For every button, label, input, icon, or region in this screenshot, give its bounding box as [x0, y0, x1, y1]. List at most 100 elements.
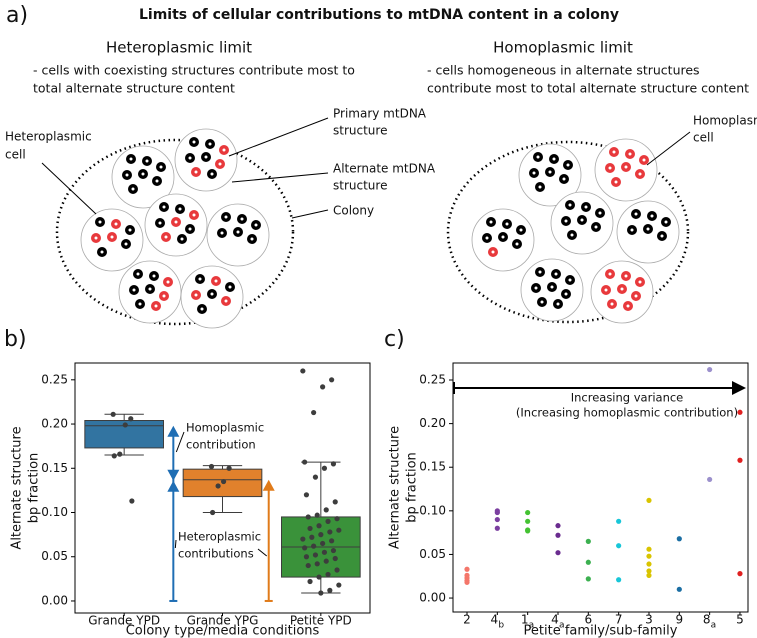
heading: Homoplasmic limit	[493, 39, 633, 57]
mtdna-center	[198, 277, 202, 281]
mtdna-center	[604, 288, 608, 292]
mtdna-center	[228, 285, 232, 289]
y-axis-label: bp fraction	[405, 452, 420, 523]
callout: cell	[5, 148, 26, 162]
data-point	[321, 549, 328, 555]
mtdna-center	[155, 179, 159, 183]
annotation: Increasing variance	[571, 391, 684, 405]
data-point	[329, 377, 335, 383]
y-tick-label: 0.20	[419, 416, 446, 430]
mtdna-center	[554, 272, 558, 276]
arrow-head	[167, 480, 180, 492]
mtdna-center	[194, 293, 198, 297]
callout: Homoplasmic	[693, 114, 757, 128]
mtdna-center	[570, 233, 574, 237]
mtdna-center	[164, 235, 168, 239]
data-point	[555, 523, 561, 529]
x-tick-subscript: a	[711, 621, 717, 631]
mtdna-center	[501, 235, 505, 239]
data-point	[525, 528, 531, 534]
description: contribute most to total alternate struc…	[427, 81, 749, 96]
data-point	[616, 518, 622, 524]
data-point	[303, 492, 310, 498]
leader-line	[291, 209, 329, 219]
data-point	[210, 509, 216, 516]
leader-line	[646, 131, 691, 166]
data-point	[332, 555, 338, 562]
data-point	[311, 409, 317, 416]
data-point	[215, 483, 221, 489]
mtdna-center	[634, 294, 638, 298]
leader-line	[174, 539, 177, 549]
mtdna-center	[626, 304, 630, 308]
data-point	[616, 577, 622, 583]
mtdna-center	[550, 285, 554, 289]
data-point	[737, 571, 743, 577]
annotation: Homoplasmic	[186, 421, 264, 435]
mtdna-center	[505, 222, 509, 226]
plots: 0.00 0.05 0.10 0.15 0.20 0.25 Alternate struct…	[10, 362, 749, 638]
data-point	[110, 411, 116, 417]
y-tick-label: 0.15	[41, 461, 68, 475]
mtdna-center	[204, 155, 208, 159]
x-tick-label: 8	[703, 613, 711, 627]
data-point	[320, 540, 326, 547]
mtdna-center	[624, 165, 628, 169]
mtdna-center	[538, 270, 542, 274]
data-point	[737, 457, 743, 463]
mtdna-center	[141, 172, 145, 176]
panel-label: c)	[384, 327, 405, 352]
mtdna-center	[536, 155, 540, 159]
data-point	[646, 497, 652, 503]
leader-line	[175, 431, 185, 453]
data-point	[307, 525, 313, 532]
x-tick-subscript: a	[559, 621, 565, 631]
data-point	[129, 498, 135, 504]
mtdna-center	[125, 173, 129, 177]
mtdna-center	[129, 157, 133, 161]
y-tick-label: 0.05	[41, 549, 68, 563]
y-axis-label: Alternate structure	[10, 426, 25, 549]
mtdna-center	[110, 235, 114, 239]
data-point	[336, 582, 342, 588]
data-point	[323, 558, 329, 564]
arrow-head	[167, 425, 180, 437]
plot-frame	[452, 362, 749, 613]
data-point	[323, 507, 329, 513]
description: total alternate structure content	[33, 81, 235, 96]
y-tick-label: 0.10	[419, 503, 446, 517]
data-point	[336, 527, 342, 533]
x-axis-label: Petite family/sub-family	[524, 624, 678, 638]
x-tick-label: 5	[736, 613, 744, 627]
data-point	[302, 545, 308, 551]
y-tick-label: 0.25	[419, 373, 446, 387]
mtdna-center	[534, 286, 538, 290]
data-point	[646, 568, 652, 574]
arrow-head	[167, 469, 180, 481]
mtdna-center	[598, 211, 602, 215]
mtdna-center	[660, 234, 664, 238]
x-tick-label: 7	[615, 613, 623, 627]
data-point	[616, 543, 622, 549]
mtdna-center	[556, 302, 560, 306]
mtdna-center	[132, 288, 136, 292]
arrow-head	[262, 479, 275, 491]
data-point	[525, 509, 531, 516]
mtdna-center	[548, 170, 552, 174]
colony	[55, 138, 295, 326]
data-point	[309, 534, 315, 540]
mtdna-center	[188, 156, 192, 160]
x-tick-label: 6	[584, 613, 592, 627]
mtdna-center	[608, 166, 612, 170]
mtdna-center	[192, 213, 196, 217]
mtdna-center	[131, 187, 135, 191]
data-point	[321, 465, 328, 471]
mtdna-center	[614, 180, 618, 184]
mtdna-center	[610, 302, 614, 306]
y-axis-label: bp fraction	[27, 453, 42, 524]
data-point	[128, 416, 134, 422]
x-tick-label: Petite YPD	[290, 614, 352, 628]
mtdna-center	[145, 159, 149, 163]
arrow-head	[732, 381, 746, 395]
mtdna-center	[628, 152, 632, 156]
